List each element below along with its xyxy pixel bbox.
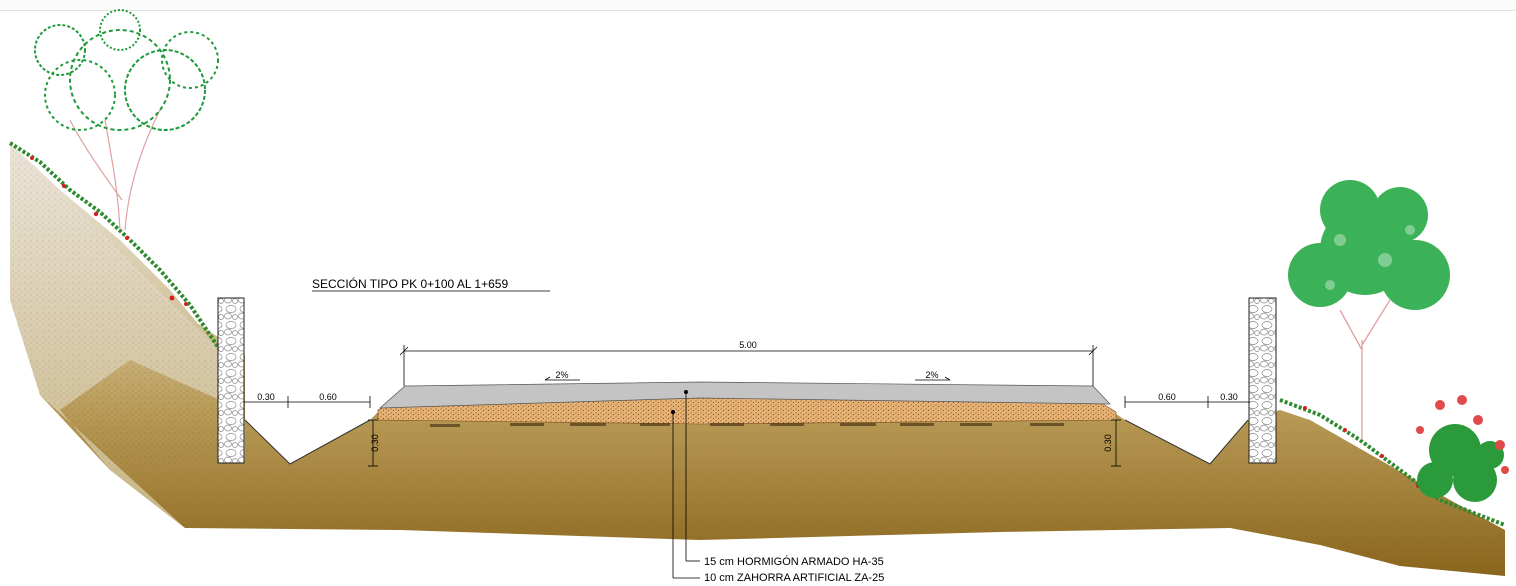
left-ditch: [244, 419, 371, 465]
right-flower-shrub: [1416, 395, 1509, 502]
right-grass: [1279, 398, 1506, 527]
right-ditch-depth-label: 0.30: [1103, 434, 1113, 452]
left-tree-illustration: [34, 9, 219, 231]
left-slope-speckle: [10, 143, 220, 470]
right-tree-illustration: [1288, 180, 1450, 440]
left-slope-label: 2%: [555, 370, 568, 380]
left-ditch-depth-label: 0.30: [370, 434, 380, 452]
right-slope-label: 2%: [925, 370, 938, 380]
left-slope-indicator: 2%: [544, 370, 580, 381]
left-ditch-width-label: 0.60: [319, 392, 337, 402]
right-wall-gap-label: 0.30: [1220, 392, 1238, 402]
right-ditch: [1124, 419, 1249, 465]
left-wall-gap-label: 0.30: [257, 392, 275, 402]
left-flowers: [30, 156, 188, 306]
left-grass: [8, 141, 222, 352]
concrete-pavement: [379, 381, 1111, 409]
subgrade-marks: [430, 423, 1064, 427]
section-title: SECCIÓN TIPO PK 0+100 AL 1+659: [312, 276, 508, 291]
layer-gravel-label: 10 cm ZAHORRA ARTIFICIAL ZA-25: [704, 572, 884, 584]
left-retaining-wall: [217, 297, 245, 464]
left-ditch-dimensions: 0.30 0.60 0.30: [244, 392, 380, 467]
right-retaining-wall: [1248, 297, 1277, 464]
right-ditch-width-label: 0.60: [1158, 392, 1176, 402]
right-ditch-dimensions: 0.60 0.30 0.30: [1103, 392, 1250, 467]
viewer-top-edge: [0, 0, 1516, 11]
layer-concrete-label: 15 cm HORMIGÓN ARMADO HA-35: [704, 555, 884, 568]
road-width-label: 5.00: [739, 340, 757, 350]
layer-leaders: [671, 390, 700, 579]
soil-speckle: [40, 285, 1505, 576]
right-slope-indicator: 2%: [915, 370, 951, 381]
road-width-dimension: 5.00: [399, 340, 1098, 386]
